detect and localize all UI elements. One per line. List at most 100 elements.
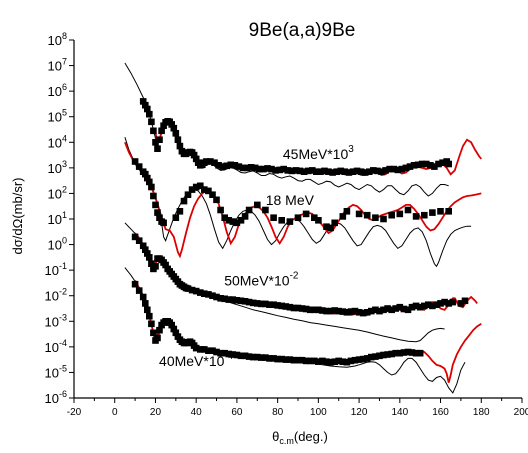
data-point-50MeV — [351, 307, 359, 315]
data-point-50MeV — [245, 298, 253, 306]
data-point-18MeV — [445, 208, 452, 215]
data-point-45MeV — [260, 165, 267, 173]
data-point-40MeV — [209, 347, 216, 354]
data-point-45MeV — [152, 139, 159, 146]
data-point-18MeV — [188, 186, 196, 193]
data-point-45MeV — [325, 168, 332, 175]
y-tick-label: 10-6 — [45, 389, 67, 406]
data-point-50MeV — [286, 303, 294, 311]
data-point-45MeV — [154, 145, 161, 152]
data-point-40MeV — [294, 356, 302, 364]
data-point-45MeV — [345, 169, 353, 176]
data-point-18MeV — [294, 214, 302, 221]
data-point-45MeV — [276, 166, 283, 174]
data-point-40MeV — [302, 357, 310, 365]
data-point-40MeV — [148, 320, 155, 328]
x-axis-label-sub: c.m — [279, 436, 294, 446]
data-point-18MeV — [355, 210, 363, 218]
x-tick-label: 0 — [112, 407, 118, 418]
data-point-50MeV — [335, 307, 342, 315]
data-point-40MeV — [306, 357, 314, 365]
data-point-50MeV — [213, 293, 220, 301]
y-axis-label: dσ/dΩ(mb/sr) — [10, 178, 25, 255]
data-point-50MeV — [412, 302, 420, 310]
data-point-40MeV — [168, 321, 175, 329]
data-point-40MeV — [154, 334, 161, 342]
data-point-40MeV — [376, 352, 383, 360]
data-point-45MeV — [243, 164, 251, 172]
data-point-50MeV — [152, 263, 159, 270]
data-point-18MeV — [302, 210, 310, 218]
data-point-45MeV — [333, 168, 340, 175]
data-point-45MeV — [239, 164, 247, 172]
data-point-50MeV — [425, 301, 432, 308]
data-point-18MeV — [150, 192, 157, 200]
data-point-50MeV — [225, 296, 233, 303]
data-point-45MeV — [410, 162, 418, 169]
data-point-45MeV — [423, 160, 430, 168]
data-point-50MeV — [139, 242, 147, 250]
data-point-45MeV — [439, 159, 446, 166]
data-point-45MeV — [398, 165, 406, 173]
data-point-18MeV — [184, 191, 192, 198]
data-point-18MeV — [254, 201, 261, 209]
data-point-45MeV — [435, 160, 442, 168]
data-point-18MeV — [205, 187, 212, 195]
data-point-45MeV — [192, 155, 200, 163]
data-point-45MeV — [349, 168, 357, 175]
data-point-50MeV — [282, 303, 290, 310]
data-point-45MeV — [172, 130, 180, 137]
data-point-45MeV — [231, 162, 239, 169]
data-point-50MeV — [388, 306, 395, 314]
fit-curves — [124, 62, 482, 394]
data-point-40MeV — [249, 353, 257, 361]
y-tick-label: 107 — [48, 57, 67, 74]
data-point-50MeV — [229, 296, 237, 303]
data-point-40MeV — [139, 293, 147, 301]
data-point-45MeV — [160, 122, 167, 129]
data-point-40MeV — [233, 351, 241, 359]
data-point-18MeV — [437, 208, 444, 215]
data-point-40MeV — [150, 329, 157, 337]
data-point-45MeV — [394, 166, 402, 174]
data-point-45MeV — [170, 124, 178, 132]
data-point-50MeV — [221, 295, 228, 303]
data-point-50MeV — [290, 304, 298, 312]
data-point-40MeV — [172, 329, 180, 337]
data-point-45MeV — [176, 142, 184, 150]
data-point-18MeV — [327, 224, 334, 232]
data-point-40MeV — [372, 353, 379, 360]
data-point-18MeV — [180, 197, 188, 205]
data-point-50MeV — [319, 307, 326, 314]
data-point-50MeV — [311, 306, 318, 314]
data-point-40MeV — [319, 357, 326, 365]
data-point-18MeV — [323, 223, 330, 230]
data-point-40MeV — [144, 306, 151, 314]
data-point-45MeV — [366, 168, 373, 175]
y-tick-label: 10-4 — [45, 338, 67, 355]
x-axis-label: θc.m(deg.) — [272, 429, 328, 446]
data-point-18MeV — [131, 158, 139, 165]
x-tick-label: 160 — [432, 407, 449, 418]
data-point-18MeV — [388, 211, 395, 219]
data-point-45MeV — [406, 163, 414, 170]
data-point-18MeV — [380, 215, 387, 223]
data-point-45MeV — [203, 158, 210, 165]
x-axis-label-rest: (deg.) — [294, 429, 328, 444]
data-point-18MeV — [146, 178, 153, 186]
data-point-50MeV — [302, 305, 310, 313]
data-point-18MeV — [135, 163, 143, 170]
data-point-45MeV — [427, 162, 434, 169]
data-point-50MeV — [363, 309, 371, 316]
data-point-45MeV — [280, 165, 287, 173]
data-point-40MeV — [274, 355, 281, 363]
data-point-40MeV — [205, 347, 212, 354]
x-tick-label: 180 — [473, 407, 490, 418]
x-tick-label: 40 — [191, 407, 203, 418]
data-point-40MeV — [237, 352, 245, 360]
data-point-45MeV — [251, 164, 259, 172]
data-point-18MeV — [262, 206, 269, 214]
data-point-50MeV — [372, 306, 379, 314]
data-point-50MeV — [294, 304, 302, 312]
